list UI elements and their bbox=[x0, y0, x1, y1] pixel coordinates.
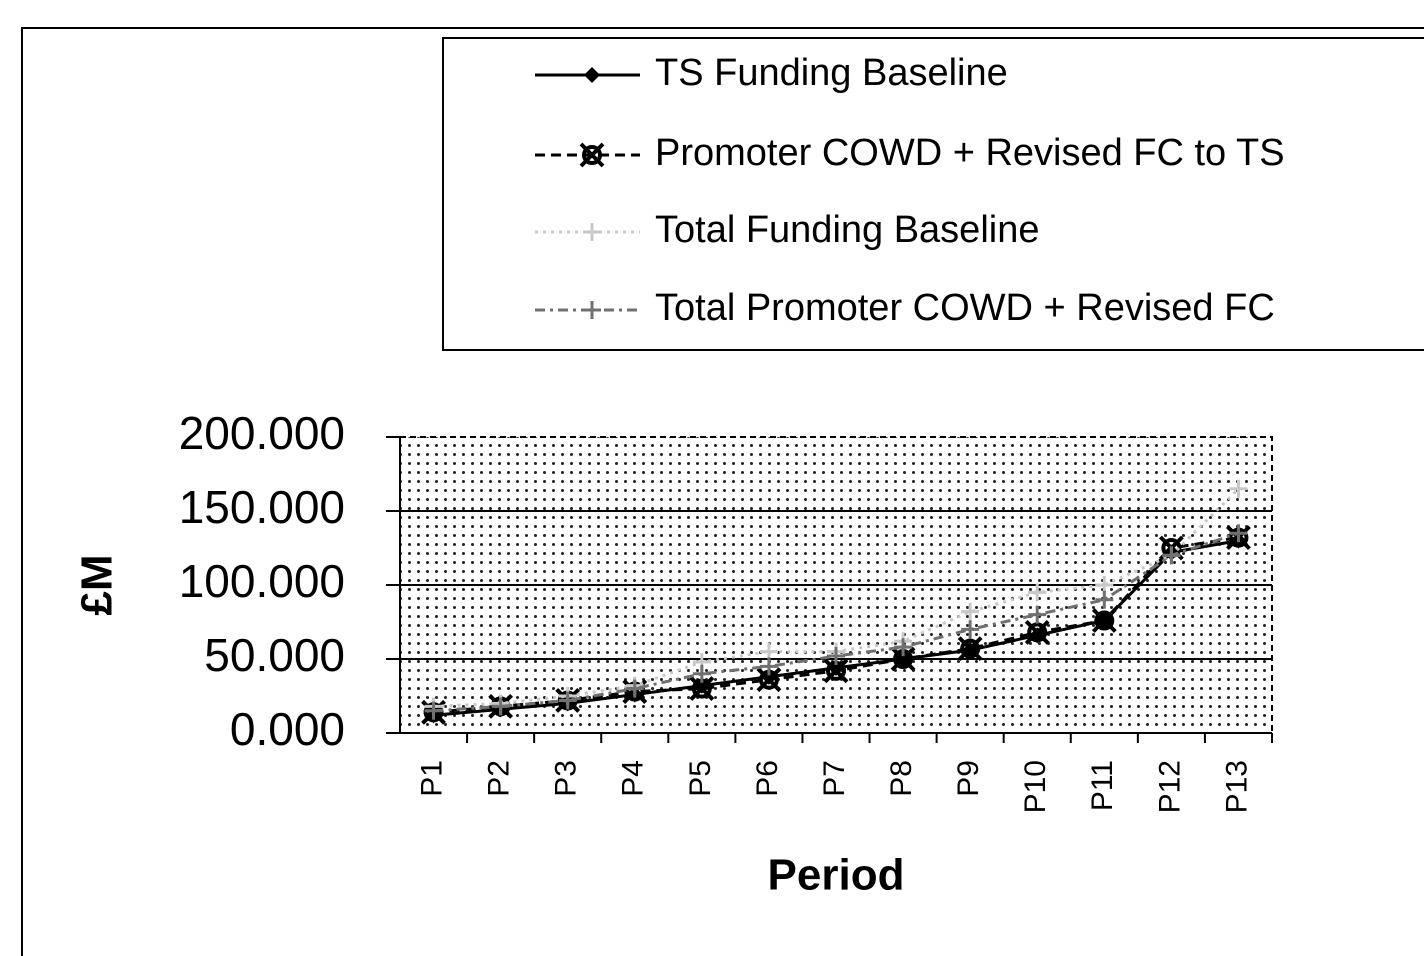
x-tick-label: P6 bbox=[751, 760, 784, 797]
x-tick-label: P12 bbox=[1153, 760, 1186, 813]
marker bbox=[424, 701, 443, 720]
x-tick-label: P4 bbox=[617, 760, 650, 797]
legend-label: Promoter COWD + Revised FC to TS bbox=[655, 132, 1285, 174]
y-tick-label: 150.000 bbox=[179, 481, 345, 533]
legend-label: Total Funding Baseline bbox=[655, 209, 1039, 251]
marker bbox=[1024, 619, 1050, 645]
x-tick-label: P11 bbox=[1086, 760, 1119, 811]
y-axis-title: £M bbox=[73, 554, 122, 615]
x-tick-label: P7 bbox=[818, 760, 851, 797]
chart-frame bbox=[21, 27, 1424, 956]
x-tick-label: P5 bbox=[684, 760, 717, 797]
x-tick-label: P2 bbox=[483, 760, 516, 797]
y-tick-label: 50.000 bbox=[204, 629, 345, 681]
x-tick-label: P3 bbox=[550, 760, 583, 797]
marker bbox=[961, 620, 980, 639]
marker bbox=[491, 697, 510, 716]
marker bbox=[584, 67, 600, 83]
legend-label: TS Funding Baseline bbox=[655, 52, 1008, 94]
marker bbox=[1028, 583, 1047, 602]
marker bbox=[583, 223, 601, 241]
marker bbox=[579, 142, 605, 168]
marker bbox=[1229, 479, 1248, 498]
marker bbox=[1095, 590, 1114, 609]
x-axis-title: Period bbox=[768, 851, 905, 900]
marker bbox=[692, 664, 711, 683]
marker bbox=[1028, 605, 1047, 624]
y-tick-label: 0.000 bbox=[230, 703, 345, 755]
marker bbox=[558, 691, 577, 710]
marker bbox=[583, 301, 601, 319]
y-tick-label: 100.000 bbox=[179, 555, 345, 607]
marker bbox=[890, 646, 916, 672]
marker bbox=[756, 667, 782, 693]
marker bbox=[827, 647, 845, 666]
marker bbox=[689, 676, 715, 702]
x-tick-label: P13 bbox=[1220, 760, 1253, 813]
marker bbox=[823, 658, 849, 684]
legend-box bbox=[442, 37, 1424, 351]
x-tick-label: P9 bbox=[952, 760, 985, 797]
legend-label: Total Promoter COWD + Revised FC bbox=[655, 287, 1275, 329]
y-tick-label: 200.000 bbox=[179, 407, 345, 459]
marker bbox=[759, 657, 778, 676]
marker bbox=[961, 602, 980, 621]
x-tick-label: P10 bbox=[1019, 760, 1052, 813]
x-tick-label: P1 bbox=[415, 760, 448, 797]
x-tick-label: P8 bbox=[885, 760, 918, 797]
marker bbox=[1162, 546, 1181, 565]
marker bbox=[957, 636, 983, 662]
marker bbox=[1229, 524, 1248, 543]
marker bbox=[1091, 608, 1117, 633]
marker bbox=[625, 679, 644, 698]
marker bbox=[894, 638, 913, 657]
